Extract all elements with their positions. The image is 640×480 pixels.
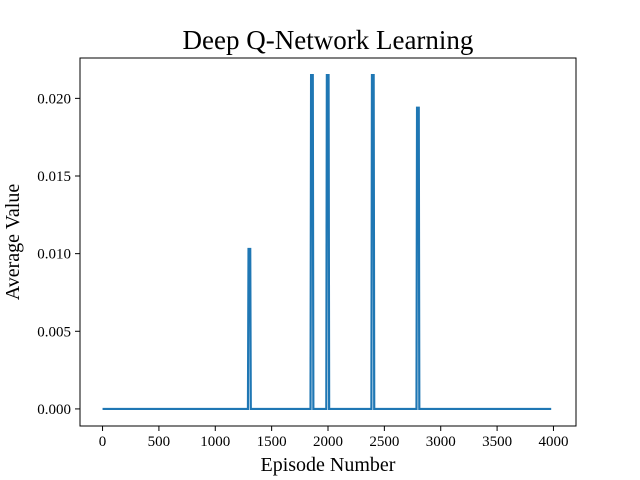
y-tick-label: 0.020 (37, 91, 71, 107)
x-axis-label: Episode Number (261, 454, 396, 476)
series-line (102, 73, 552, 411)
x-tick-label: 1500 (257, 434, 287, 450)
series-group (102, 73, 552, 411)
x-axis-ticks: 0 500 1000 1500 2000 2500 3000 3500 4000 (99, 426, 568, 450)
y-tick-label: 0.015 (37, 169, 71, 185)
x-tick-label: 3000 (426, 434, 456, 450)
y-tick-label: 0.000 (37, 402, 71, 418)
x-tick-label: 4000 (538, 434, 568, 450)
x-tick-label: 0 (99, 434, 107, 450)
x-tick-label: 3500 (482, 434, 512, 450)
x-tick-label: 1000 (200, 434, 230, 450)
y-axis-ticks: 0.000 0.005 0.010 0.015 0.020 (37, 91, 80, 418)
y-tick-label: 0.005 (37, 324, 71, 340)
x-tick-label: 2500 (369, 434, 399, 450)
chart-title: Deep Q-Network Learning (183, 25, 474, 55)
y-axis-label: Average Value (2, 184, 24, 301)
y-tick-label: 0.010 (37, 247, 71, 263)
plot-area (79, 57, 577, 427)
x-tick-label: 500 (148, 434, 171, 450)
x-tick-label: 2000 (313, 434, 343, 450)
